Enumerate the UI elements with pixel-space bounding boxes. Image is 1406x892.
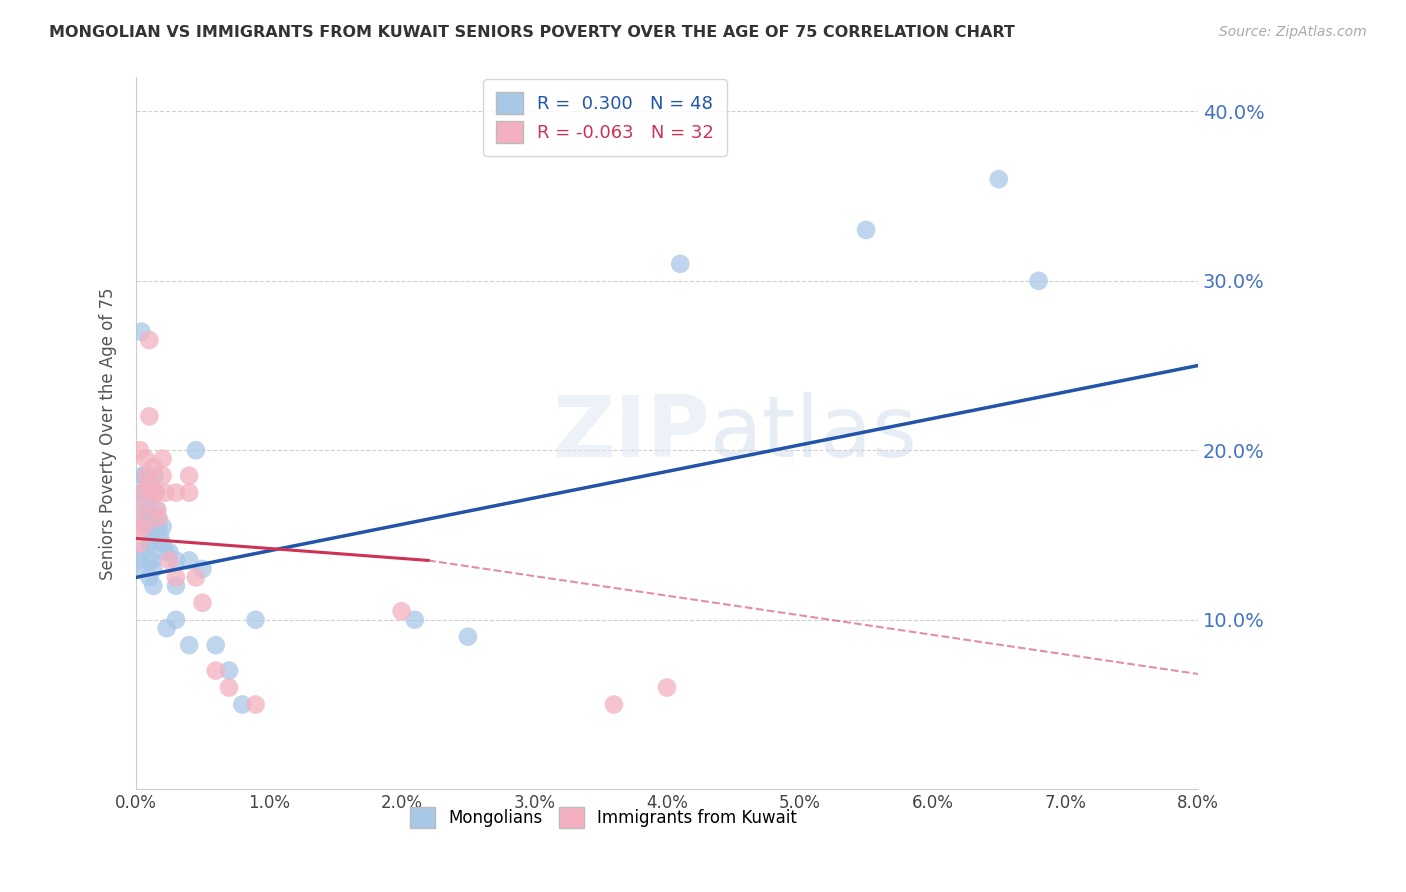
Point (143, 468, 166, 483)
Point (148, 511, 170, 525)
Point (987, 172, 1010, 186)
Point (135, 519, 157, 533)
Point (142, 460, 165, 475)
Point (129, 443, 152, 458)
Point (145, 502, 167, 516)
Point (138, 536, 160, 550)
Point (132, 485, 155, 500)
Point (165, 485, 187, 500)
Point (132, 502, 155, 516)
Point (157, 545, 180, 559)
Point (231, 698, 253, 712)
Point (132, 468, 155, 483)
Point (146, 502, 169, 516)
Point (165, 553, 187, 567)
Point (218, 664, 240, 678)
Point (156, 621, 179, 635)
Point (669, 257, 692, 271)
Point (134, 494, 156, 508)
Text: MONGOLIAN VS IMMIGRANTS FROM KUWAIT SENIORS POVERTY OVER THE AGE OF 75 CORRELATI: MONGOLIAN VS IMMIGRANTS FROM KUWAIT SENI… (49, 25, 1015, 40)
Point (204, 664, 226, 678)
Point (142, 579, 165, 593)
Point (157, 553, 180, 567)
Point (138, 409, 160, 424)
Point (165, 570, 187, 584)
Point (152, 519, 174, 533)
Point (245, 698, 267, 712)
Point (165, 579, 187, 593)
Point (152, 536, 174, 550)
Point (135, 468, 157, 483)
Text: Source: ZipAtlas.com: Source: ZipAtlas.com (1219, 25, 1367, 39)
Point (457, 630, 479, 644)
Point (179, 553, 201, 567)
Point (128, 536, 150, 550)
Point (132, 485, 155, 500)
Point (145, 485, 167, 500)
Point (603, 698, 626, 712)
Point (141, 485, 163, 500)
Point (218, 681, 240, 695)
Text: ZIP: ZIP (551, 392, 710, 475)
Point (128, 553, 150, 567)
Point (138, 570, 160, 584)
Point (184, 443, 207, 458)
Point (191, 562, 214, 576)
Point (148, 519, 170, 533)
Point (138, 519, 160, 533)
Point (132, 519, 155, 533)
Point (245, 613, 267, 627)
Point (132, 468, 155, 483)
Point (134, 511, 156, 525)
Y-axis label: Seniors Poverty Over the Age of 75: Seniors Poverty Over the Age of 75 (100, 287, 117, 580)
Point (138, 333, 160, 347)
Point (129, 545, 152, 559)
Point (391, 604, 413, 618)
Point (191, 596, 214, 610)
Point (855, 223, 877, 237)
Point (179, 638, 201, 652)
Point (655, 681, 678, 695)
Point (404, 613, 426, 627)
Point (138, 477, 160, 491)
Point (184, 570, 207, 584)
Point (135, 502, 157, 516)
Point (179, 468, 201, 483)
Point (142, 562, 165, 576)
Point (138, 553, 160, 567)
Point (155, 545, 177, 559)
Point (165, 613, 187, 627)
Point (152, 468, 174, 483)
Point (155, 485, 177, 500)
Point (134, 451, 156, 466)
Point (128, 519, 150, 533)
Point (128, 562, 150, 576)
Point (141, 536, 163, 550)
Point (146, 511, 169, 525)
Legend: Mongolians, Immigrants from Kuwait: Mongolians, Immigrants from Kuwait (404, 801, 804, 834)
Point (179, 485, 201, 500)
Point (131, 485, 153, 500)
Point (152, 451, 174, 466)
Point (204, 638, 226, 652)
Point (131, 325, 153, 339)
Point (141, 553, 163, 567)
Point (1028, 274, 1050, 288)
Point (145, 485, 167, 500)
Point (149, 528, 172, 542)
Text: atlas: atlas (710, 392, 918, 475)
